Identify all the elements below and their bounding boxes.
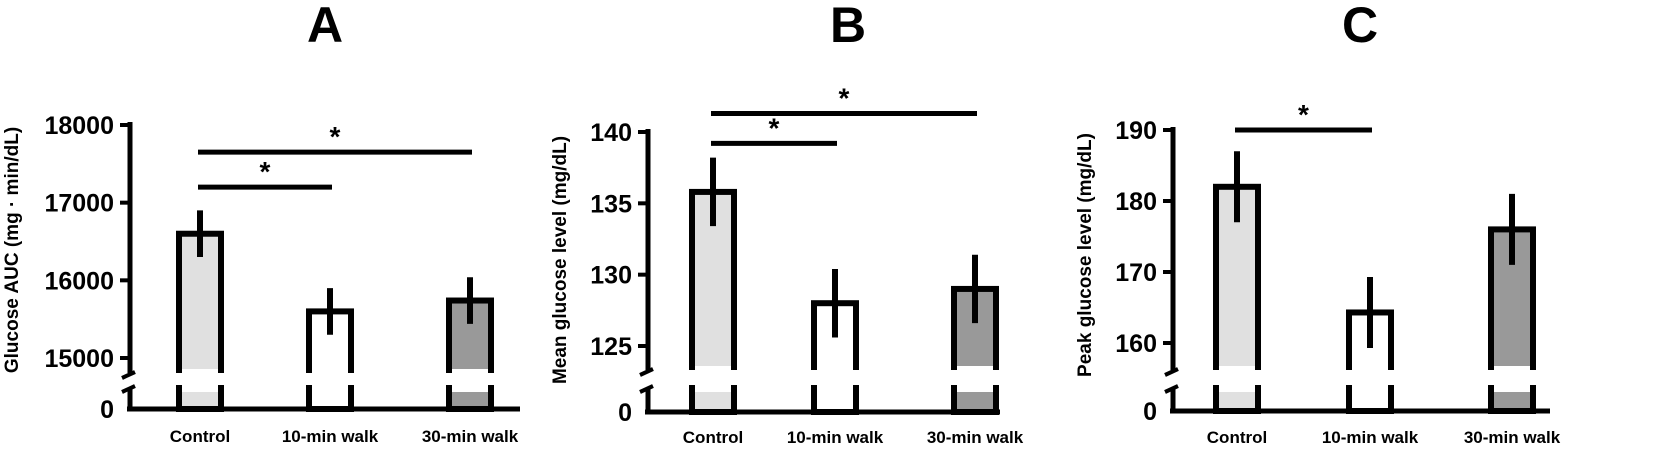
x-tick-label: 10-min walk xyxy=(1322,428,1419,447)
significance-star: * xyxy=(330,121,341,152)
y-tick-label: 170 xyxy=(1115,259,1157,287)
y-axis-label: Glucose AUC (mg · min/dL) xyxy=(2,127,23,373)
bar-break-gap-inner xyxy=(817,366,853,392)
x-tick-label: 30-min walk xyxy=(422,427,519,446)
y-tick-label: 190 xyxy=(1115,117,1157,145)
y-tick-label: 140 xyxy=(590,119,632,147)
bar-break-gap-inner xyxy=(1219,366,1255,392)
y-axis-label: Peak glucose level (mg/dL) xyxy=(1075,133,1096,377)
y-tick-label-zero: 0 xyxy=(1143,398,1157,426)
bar-break-gap-inner xyxy=(312,369,348,392)
axis-break-mark xyxy=(1164,384,1179,394)
axis-break-mark xyxy=(639,384,654,394)
y-tick-label: 16000 xyxy=(44,267,114,295)
y-tick-label: 135 xyxy=(590,190,632,218)
y-tick-label: 180 xyxy=(1115,188,1157,216)
axis-break-mark xyxy=(639,367,654,377)
panel-title: B xyxy=(830,0,866,53)
x-tick-label: 10-min walk xyxy=(787,428,884,447)
x-tick-label: 30-min walk xyxy=(1464,428,1561,447)
x-tick-label: 30-min walk xyxy=(927,428,1024,447)
y-tick-label: 18000 xyxy=(44,112,114,140)
axis-break-mark xyxy=(121,384,136,394)
panel-title: A xyxy=(307,0,343,53)
y-tick-label-zero: 0 xyxy=(618,399,632,427)
x-tick-label: Control xyxy=(683,428,743,447)
y-tick-label: 15000 xyxy=(44,345,114,373)
y-tick-label-zero: 0 xyxy=(100,396,114,424)
significance-star: * xyxy=(839,82,850,113)
axis-break-mark xyxy=(121,370,136,380)
bar-break-gap-inner xyxy=(695,366,731,392)
significance-star: * xyxy=(260,156,271,187)
significance-star: * xyxy=(1298,99,1309,130)
axis-break-mark xyxy=(1164,367,1179,377)
significance-star: * xyxy=(769,112,780,143)
x-tick-label: Control xyxy=(170,427,230,446)
y-tick-label: 160 xyxy=(1115,330,1157,358)
x-tick-label: 10-min walk xyxy=(282,427,379,446)
bar-break-gap-inner xyxy=(1352,366,1388,392)
panel-title: C xyxy=(1342,0,1378,53)
y-tick-label: 125 xyxy=(590,333,632,361)
y-tick-label: 17000 xyxy=(44,190,114,218)
y-axis-label: Mean glucose level (mg/dL) xyxy=(550,136,571,384)
bar-break-gap-inner xyxy=(1494,366,1530,392)
bar-break-gap-inner xyxy=(182,369,218,392)
x-tick-label: Control xyxy=(1207,428,1267,447)
bar-break-gap-inner xyxy=(452,369,488,392)
bar-break-gap-inner xyxy=(957,366,993,392)
y-tick-label: 130 xyxy=(590,262,632,290)
